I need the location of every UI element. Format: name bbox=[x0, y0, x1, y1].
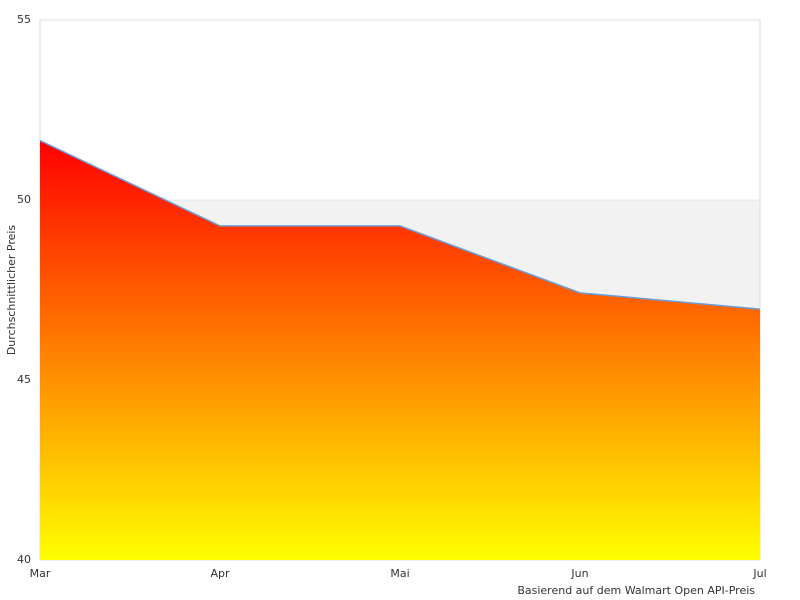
y-axis-label: Durchschnittlicher Preis bbox=[5, 225, 18, 356]
x-tick-label: Apr bbox=[210, 567, 230, 580]
y-tick-label: 45 bbox=[17, 373, 31, 386]
y-tick-label: 40 bbox=[17, 553, 31, 566]
y-tick-label: 55 bbox=[17, 13, 31, 26]
x-tick-label: Mar bbox=[30, 567, 51, 580]
area-fill bbox=[40, 140, 760, 560]
x-tick-label: Mai bbox=[390, 567, 409, 580]
x-tick-label: Jul bbox=[752, 567, 766, 580]
x-axis-label: Basierend auf dem Walmart Open API-Preis bbox=[517, 584, 755, 597]
x-tick-label: Jun bbox=[570, 567, 588, 580]
area-line bbox=[39, 139, 761, 310]
y-tick-label: 50 bbox=[17, 193, 31, 206]
